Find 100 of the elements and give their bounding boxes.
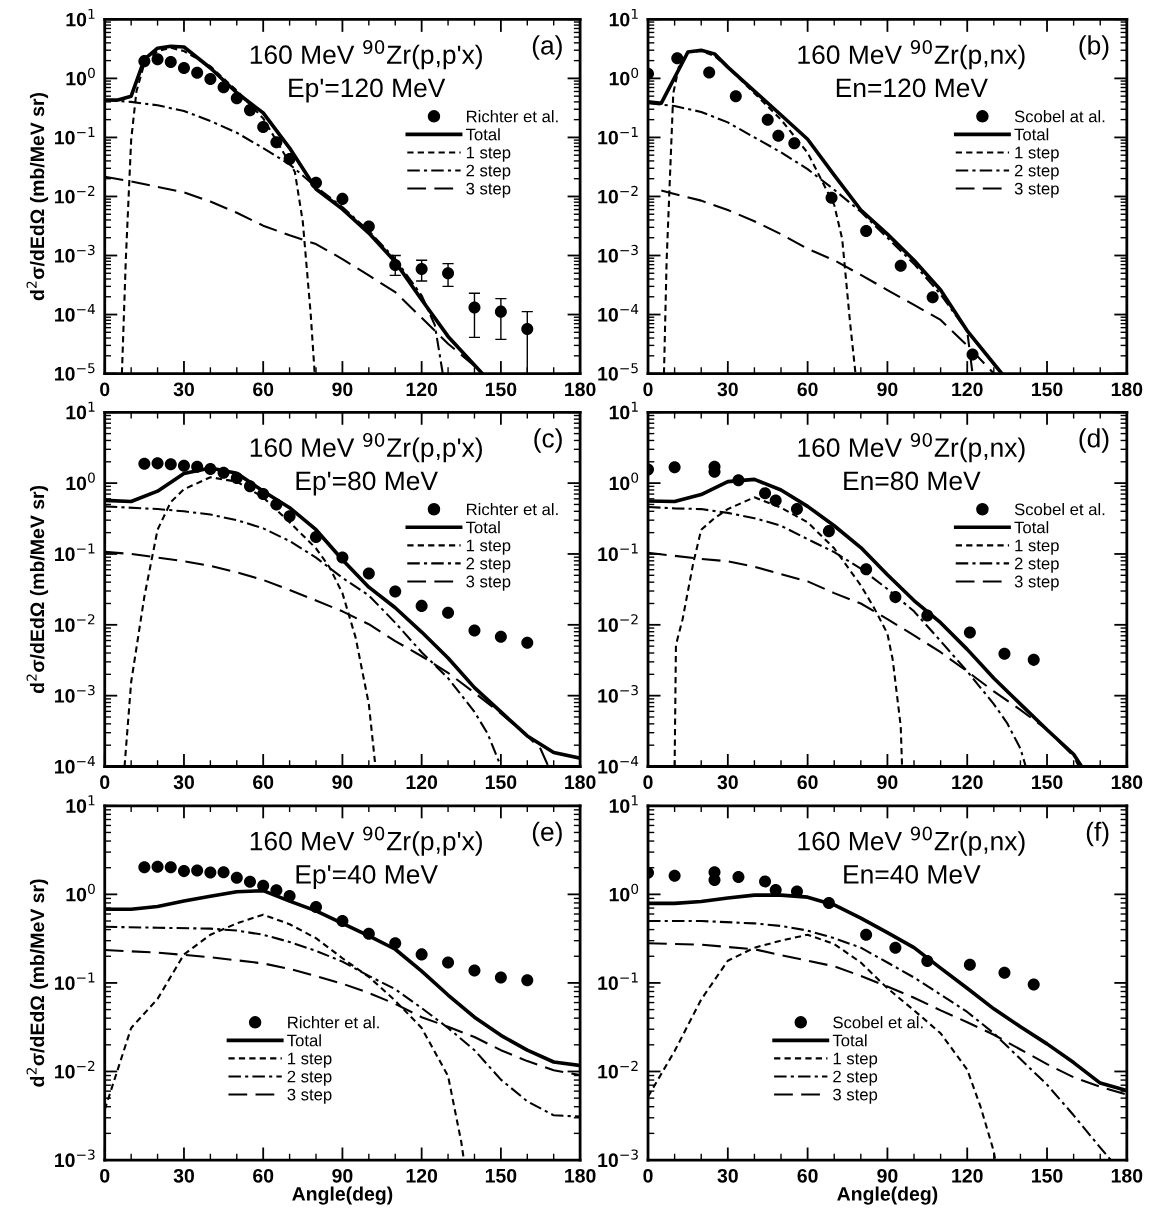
point bbox=[151, 53, 164, 66]
x-tick-label: 180 bbox=[565, 775, 596, 790]
point bbox=[164, 861, 177, 874]
point bbox=[283, 889, 296, 902]
legend-label: 1 step bbox=[1015, 539, 1059, 555]
y-tick-label: 10$^{1}$ bbox=[66, 401, 95, 420]
point bbox=[889, 591, 902, 604]
legend-label: 3 step bbox=[466, 575, 511, 591]
point bbox=[668, 869, 681, 882]
legend-label: 3 step bbox=[287, 1088, 332, 1104]
point bbox=[310, 176, 323, 189]
legend-label: Scobel et al. bbox=[1014, 503, 1105, 516]
point bbox=[151, 457, 164, 470]
y-tick-label: 10$^{−2}$ bbox=[598, 185, 638, 204]
x-tick-label: 0 bbox=[643, 775, 653, 790]
x-tick-label: 30 bbox=[173, 382, 194, 397]
point bbox=[860, 224, 873, 238]
x-tick-label: 180 bbox=[1111, 382, 1143, 397]
legend-label: Total bbox=[1014, 521, 1049, 534]
point bbox=[336, 551, 349, 564]
y-tick-label: 10$^{−4}$ bbox=[598, 756, 639, 774]
x-tick-label: 120 bbox=[406, 382, 438, 397]
x-tick-label: 60 bbox=[797, 382, 818, 397]
point bbox=[389, 937, 402, 950]
y-tick-label: 10$^{−2}$ bbox=[55, 1060, 95, 1079]
y-axis-title: d$^{2}$σ/dEdΩ (mb/MeV sr) bbox=[26, 485, 49, 694]
point bbox=[998, 966, 1011, 979]
legend-label: 2 step bbox=[466, 557, 511, 573]
x-tick-label: 60 bbox=[797, 1168, 818, 1183]
x-tick-label: 150 bbox=[1032, 775, 1063, 790]
point bbox=[671, 52, 684, 65]
x-tick-label: 150 bbox=[485, 775, 517, 790]
x-tick-label: 30 bbox=[173, 775, 194, 790]
point bbox=[703, 66, 716, 79]
y-tick-label: 10$^{−2}$ bbox=[55, 185, 95, 204]
point bbox=[926, 291, 939, 304]
legend-label: 3 step bbox=[466, 182, 511, 198]
text: 160 MeV $^{90}$Zr(p,nx) bbox=[798, 39, 1025, 70]
legend-label: Scobel at al. bbox=[1014, 110, 1105, 123]
x-tick-label: 120 bbox=[406, 775, 438, 790]
y-tick-label: 10$^{−4}$ bbox=[55, 756, 95, 774]
point bbox=[336, 915, 349, 928]
legend-label: Scobel et al. bbox=[833, 1016, 923, 1029]
annotation: (a) bbox=[532, 35, 562, 60]
text: Ep'=40 MeV bbox=[296, 865, 438, 889]
point bbox=[1027, 978, 1040, 991]
y-tick-label: 10$^{−2}$ bbox=[598, 1060, 638, 1079]
point bbox=[217, 866, 230, 879]
x-tick-label: 120 bbox=[952, 1168, 983, 1183]
point bbox=[1027, 653, 1040, 666]
legend-label: Total bbox=[466, 521, 500, 534]
legend-label: Richter et al. bbox=[466, 110, 558, 123]
text: Ep'=120 MeV bbox=[289, 78, 446, 103]
legend-label: 2 step bbox=[466, 164, 511, 180]
text: 160 MeV $^{90}$Zr(p,p'x) bbox=[250, 39, 482, 70]
x-tick-label: 120 bbox=[952, 382, 983, 397]
x-tick-label: 150 bbox=[1032, 1168, 1063, 1183]
point bbox=[310, 530, 323, 543]
y-tick-label: 10$^{1}$ bbox=[66, 795, 95, 813]
point bbox=[283, 510, 296, 523]
point bbox=[230, 472, 243, 485]
y-tick-label: 10$^{−3}$ bbox=[55, 1149, 95, 1168]
point bbox=[270, 498, 283, 511]
x-tick-label: 120 bbox=[952, 775, 983, 790]
y-tick-label: 10$^{1}$ bbox=[609, 795, 638, 813]
x-tick-label: 0 bbox=[100, 775, 110, 790]
legend-label: Richter et al. bbox=[466, 503, 558, 516]
point bbox=[860, 563, 873, 576]
point bbox=[415, 263, 428, 276]
y-tick-label: 10$^{−3}$ bbox=[598, 685, 638, 703]
y-tick-label: 10$^{−3}$ bbox=[55, 244, 95, 263]
y-tick-label: 10$^{0}$ bbox=[609, 67, 639, 86]
point bbox=[415, 948, 428, 961]
y-tick-label: 10$^{−1}$ bbox=[55, 126, 95, 145]
x-tick-label: 150 bbox=[485, 382, 517, 397]
y-tick-label: 10$^{−1}$ bbox=[55, 972, 95, 991]
legend-label: 2 step bbox=[287, 1070, 332, 1086]
point bbox=[257, 879, 270, 892]
x-tick-label: 0 bbox=[100, 1168, 110, 1183]
point bbox=[177, 459, 190, 472]
point bbox=[732, 870, 745, 884]
point bbox=[204, 463, 217, 476]
point bbox=[177, 61, 190, 74]
x-tick-label: 90 bbox=[877, 1168, 898, 1183]
legend-label: 2 step bbox=[1014, 557, 1059, 573]
x-tick-label: 180 bbox=[1111, 775, 1143, 790]
legend-label: 1 step bbox=[1015, 146, 1059, 162]
point bbox=[468, 964, 481, 977]
text: Ep'=80 MeV bbox=[296, 471, 438, 496]
point bbox=[822, 896, 835, 909]
point bbox=[468, 624, 481, 637]
annotation: (f) bbox=[1086, 821, 1109, 847]
point bbox=[257, 488, 270, 501]
y-tick-label: 10$^{−1}$ bbox=[598, 126, 638, 145]
x-tick-label: 60 bbox=[253, 1168, 274, 1183]
point bbox=[243, 104, 256, 117]
point bbox=[963, 626, 976, 639]
point bbox=[151, 860, 164, 873]
legend-label: 3 step bbox=[1014, 575, 1059, 591]
x-axis-title: Angle(deg) bbox=[292, 1186, 393, 1205]
